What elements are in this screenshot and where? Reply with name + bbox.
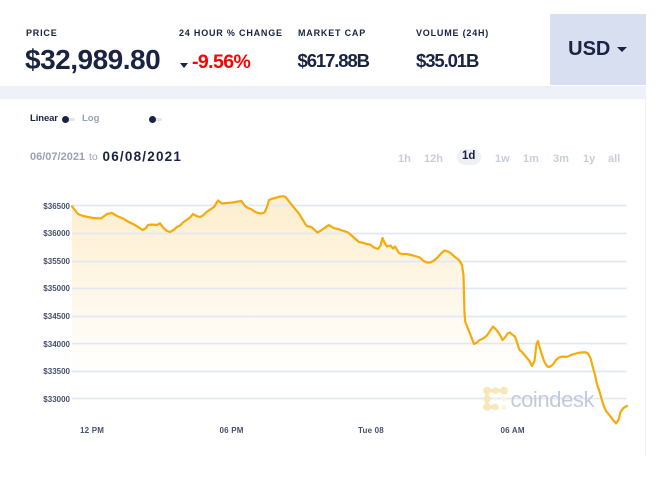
svg-text:coindesk: coindesk <box>511 387 596 412</box>
